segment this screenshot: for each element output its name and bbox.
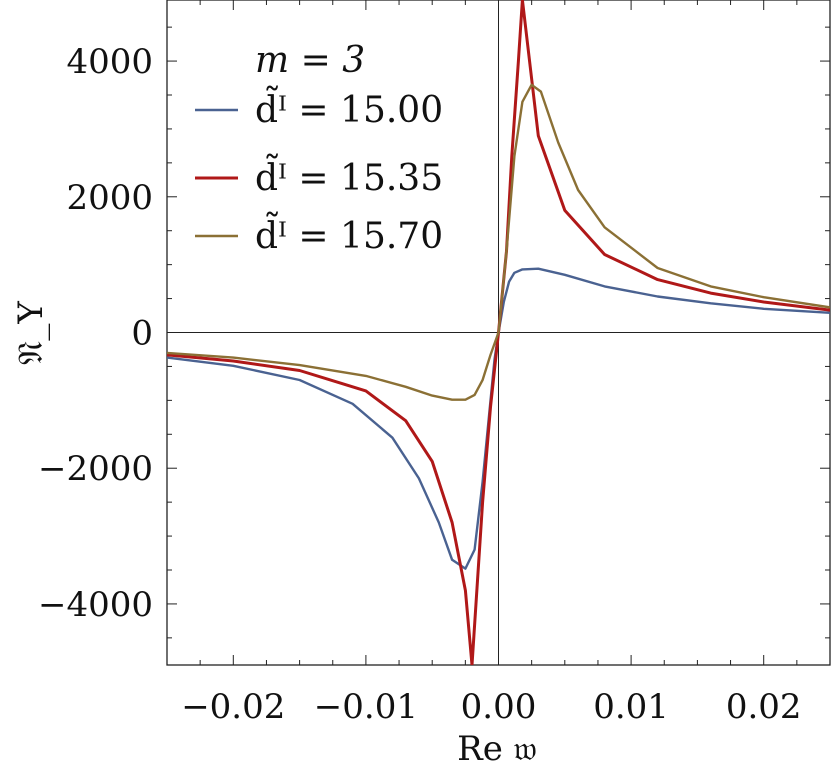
series-group xyxy=(167,0,830,665)
x-tick-label: 0.02 xyxy=(726,687,802,727)
x-tick-label: −0.02 xyxy=(181,687,285,727)
y-tick-label: −2000 xyxy=(38,449,153,489)
x-tick-label: −0.01 xyxy=(314,687,418,727)
x-tick-label: 0.01 xyxy=(593,687,669,727)
y-tick-label: 4000 xyxy=(66,42,153,82)
series-line-3 xyxy=(167,83,830,401)
legend-label-3: d̃ᴵ = 15.70 xyxy=(255,212,443,257)
legend-title: m = 3 xyxy=(255,40,365,81)
y-tick-label: 2000 xyxy=(66,178,153,218)
tick-labels: −0.02 −0.01 0.00 0.01 0.02 −4000 −2000 0 2000 400… xyxy=(38,42,802,727)
legend: d̃ᴵ = 15.00 d̃ᴵ = 15.35 d̃ᴵ = 15.70 xyxy=(195,86,443,257)
legend-label-2: d̃ᴵ = 15.35 xyxy=(255,154,443,199)
x-axis-title: Re 𝔴 xyxy=(457,729,537,769)
x-tick-label: 0.00 xyxy=(461,687,537,727)
y-tick-label: 0 xyxy=(131,314,153,354)
legend-label-1: d̃ᴵ = 15.00 xyxy=(255,86,443,131)
y-axis-title: 𝔑_Y xyxy=(11,301,51,365)
y-tick-label: −4000 xyxy=(38,585,153,625)
